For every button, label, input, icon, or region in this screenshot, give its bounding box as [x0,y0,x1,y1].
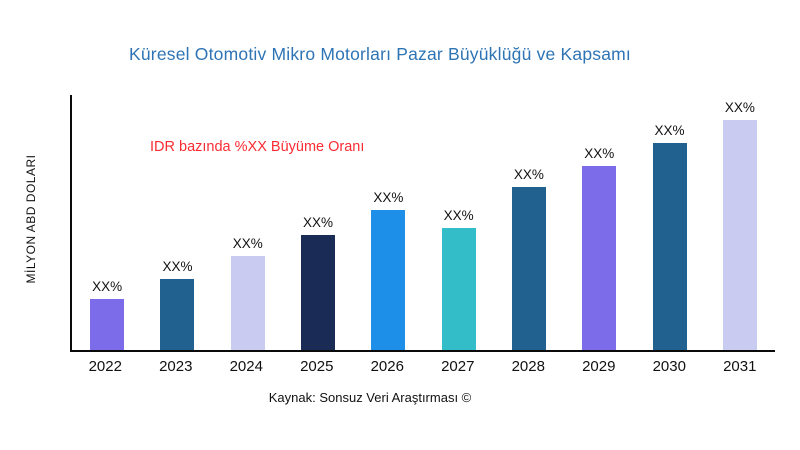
x-tick-label: 2030 [652,358,686,375]
bar-value-label: XX% [513,166,544,182]
bar-group: XX% [494,95,564,350]
x-tick-label: 2023 [159,358,193,375]
bar-value-label: XX% [654,122,685,138]
bar-group: XX% [564,95,634,350]
chart-title: Küresel Otomotiv Mikro Motorları Pazar B… [129,44,631,64]
bar-group: XX% [634,95,704,350]
y-axis-label: MİLYON ABD DOLARI [24,154,38,284]
bar-group: XX% [213,95,283,350]
x-tick-label: 2028 [511,358,545,375]
x-tick-label: 2027 [441,358,475,375]
bar [722,119,757,350]
bar [582,165,617,350]
source-attribution: Kaynak: Sonsuz Veri Araştırması © [268,390,472,405]
bar-group: XX% [353,95,423,350]
x-tick-label: 2022 [88,358,122,375]
bar [652,142,687,350]
x-tick-label: 2025 [300,358,334,375]
bar-group: XX% [72,95,142,350]
bars-row: XX% XX% XX% XX% XX% XX% XX% XX% XX% XX% [72,95,775,350]
ticks-row: 2022 2023 2024 2025 2026 2027 2028 2029 2030 2031 [70,358,775,375]
bar-value-label: XX% [443,207,474,223]
bar-group: XX% [283,95,353,350]
x-tick-label: 2029 [582,358,616,375]
bar [301,234,336,350]
x-tick-label: 2026 [370,358,404,375]
bar-value-label: XX% [584,145,615,161]
bar-value-label: XX% [303,214,334,230]
bar [441,227,476,350]
bar-value-label: XX% [724,99,755,115]
plot-area: IDR bazında %XX Büyüme Oranı XX% XX% XX% XX… [70,95,775,352]
growth-annotation: IDR bazında %XX Büyüme Oranı [150,139,365,155]
x-tick-label: 2024 [229,358,263,375]
bar-value-label: XX% [92,279,123,295]
bar-group: XX% [423,95,493,350]
bar [371,209,406,350]
bar-value-label: XX% [232,235,263,251]
bar-group: XX% [705,95,775,350]
bar [511,186,546,350]
x-tick-label: 2031 [723,358,757,375]
bar-group: XX% [142,95,212,350]
bar-value-label: XX% [373,189,404,205]
bar [160,278,195,350]
bar-value-label: XX% [162,258,193,274]
bar [230,255,265,350]
bar [90,299,125,350]
